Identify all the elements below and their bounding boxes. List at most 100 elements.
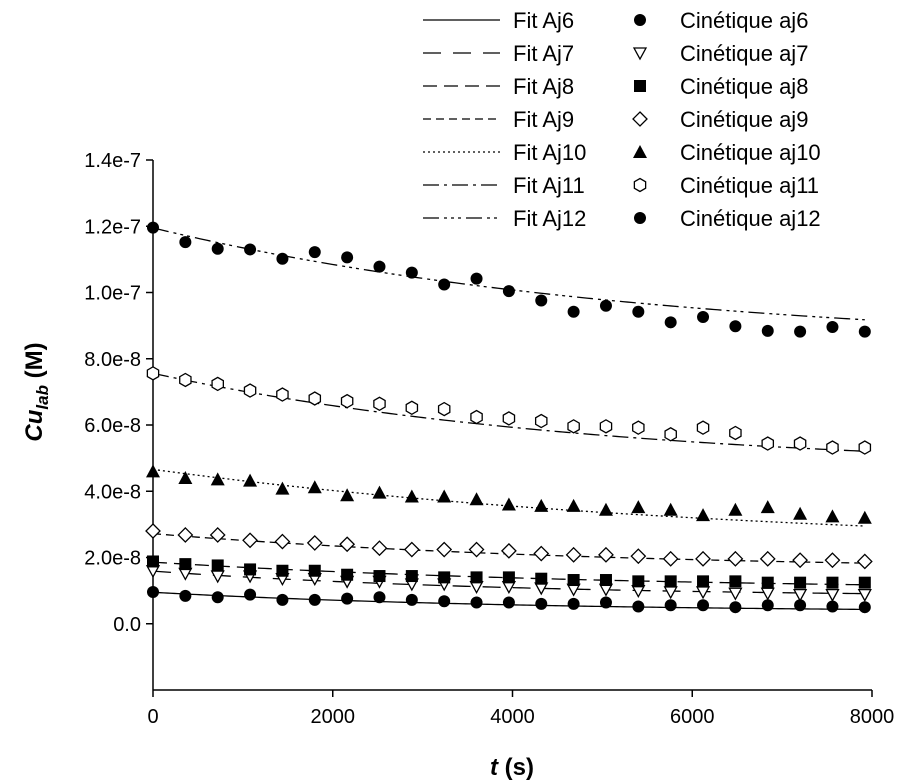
data-point-series-6 (341, 592, 354, 605)
legend-fit-label: Fit Aj6 (513, 8, 574, 33)
legend-data-label: Cinétique aj11 (680, 173, 819, 198)
data-point-series-6 (502, 596, 515, 609)
data-point-series-12 (729, 320, 742, 333)
legend-row: Fit Aj8 Cinétique aj8 (423, 74, 808, 99)
fit-curve-10 (152, 468, 865, 527)
data-point-series-12 (664, 316, 677, 329)
fit-curve-8 (152, 561, 865, 586)
data-point-series-12 (826, 320, 839, 333)
legend-marker-sample (632, 111, 648, 127)
data-point-series-8 (341, 568, 354, 581)
y-tick-label: 1.4e-7 (84, 150, 141, 172)
legend-marker-sample (632, 47, 648, 61)
data-point-series-12 (341, 251, 354, 264)
legend-marker-sample (634, 14, 646, 26)
data-point-series-10 (307, 480, 322, 494)
data-point-series-9 (727, 550, 744, 567)
data-point-series-8 (599, 574, 612, 587)
data-point-series-9 (662, 550, 679, 567)
data-point-series-8 (308, 564, 321, 577)
y-axis-unit: (M) (21, 342, 48, 385)
data-point-series-7 (793, 588, 808, 602)
data-point-series-8 (567, 574, 580, 587)
data-point-series-10 (404, 489, 419, 503)
y-tick-label: 0.0 (113, 614, 141, 636)
data-point-series-10 (696, 508, 711, 522)
x-tick-label: 0 (147, 706, 158, 728)
data-point-series-12 (502, 285, 515, 298)
data-point-series-9 (533, 545, 550, 562)
data-point-series-11 (502, 411, 516, 426)
data-point-series-8 (179, 558, 192, 571)
data-point-series-11 (858, 440, 872, 455)
x-tick-label: 4000 (490, 706, 535, 728)
data-point-series-12 (405, 266, 418, 279)
data-point-series-10 (566, 498, 581, 512)
data-point-series-7 (210, 570, 225, 584)
data-point-series-12 (211, 242, 224, 255)
data-point-series-10 (146, 464, 160, 478)
data-point-series-8 (794, 576, 807, 589)
data-point-series-7 (663, 586, 678, 600)
data-point-series-8 (373, 570, 386, 583)
data-point-series-9 (695, 550, 711, 567)
data-point-series-9 (339, 536, 356, 553)
data-point-series-9 (436, 541, 453, 558)
data-point-series-6 (276, 593, 289, 606)
data-point-series-11 (211, 376, 224, 392)
data-point-series-8 (826, 576, 839, 589)
y-axis-title: Culab (M) (21, 342, 52, 441)
data-point-series-6 (308, 593, 321, 606)
data-point-series-6 (244, 588, 257, 601)
data-point-series-10 (857, 510, 872, 524)
data-point-series-11 (599, 419, 613, 434)
data-point-series-9 (598, 546, 614, 563)
legend: Fit Aj6 Cinétique aj6 Fit Aj7 Cinétique aj7… (423, 8, 821, 231)
data-point-series-9 (792, 552, 809, 569)
data-point-series-10 (598, 502, 613, 516)
data-point-series-11 (729, 425, 742, 441)
data-point-series-12 (535, 294, 548, 307)
data-point-series-12 (308, 246, 321, 259)
data-point-series-9 (209, 527, 226, 543)
data-point-series-6 (567, 597, 580, 610)
data-point-series-8 (535, 572, 548, 585)
data-point-series-8 (697, 575, 710, 588)
data-point-series-10 (275, 481, 290, 495)
data-point-series-9 (468, 541, 485, 558)
data-point-series-6 (470, 596, 483, 609)
data-point-series-12 (632, 305, 645, 318)
legend-data-label: Cinétique aj9 (680, 107, 808, 132)
y-tick-label: 1.0e-7 (84, 283, 141, 305)
data-point-series-12 (761, 324, 774, 337)
data-point-series-12 (276, 252, 289, 265)
data-point-series-11 (534, 413, 548, 429)
data-point-series-6 (179, 589, 192, 602)
data-point-series-7 (857, 588, 872, 602)
data-point-series-8 (405, 570, 418, 583)
data-point-series-9 (630, 548, 647, 565)
data-point-series-9 (242, 532, 258, 549)
x-axis-title: t (s) (490, 754, 534, 781)
y-axis-variable: Cu (21, 409, 48, 441)
data-point-series-12 (244, 243, 257, 256)
data-point-series-8 (858, 576, 871, 589)
data-point-series-10 (663, 502, 678, 516)
data-point-series-12 (567, 305, 580, 318)
data-point-series-10 (469, 492, 484, 506)
data-point-series-12 (697, 311, 710, 324)
data-point-series-10 (760, 500, 775, 514)
data-point-series-8 (502, 571, 515, 584)
data-point-series-12 (438, 278, 451, 291)
data-point-series-10 (210, 472, 225, 486)
y-axis-subscript: lab (33, 385, 52, 410)
legend-row: Fit Aj11 Cinétique aj11 (423, 173, 819, 198)
data-point-series-11 (308, 391, 322, 406)
data-point-series-10 (501, 497, 516, 511)
data-point-series-10 (728, 502, 743, 516)
data-point-series-10 (534, 498, 549, 512)
data-point-series-12 (794, 325, 807, 338)
data-point-series-10 (793, 506, 808, 520)
y-tick-label: 6.0e-8 (84, 415, 141, 437)
